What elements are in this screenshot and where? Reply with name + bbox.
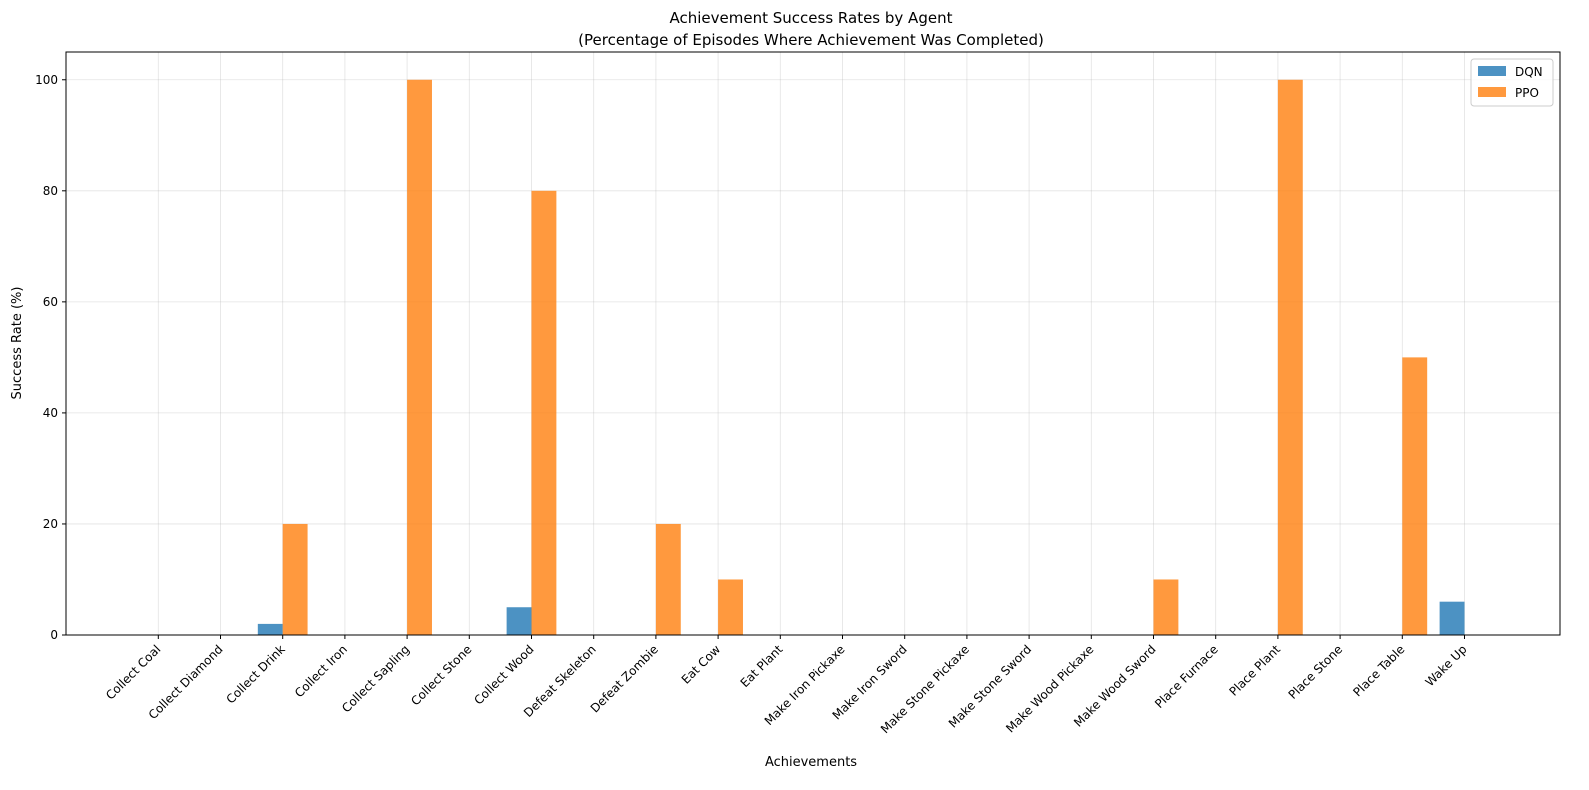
legend-label-ppo: PPO	[1515, 86, 1539, 100]
y-tick-label: 100	[35, 73, 58, 87]
y-axis-ticks: 0 20 40 60 80 100	[35, 73, 66, 642]
legend-label-dqn: DQN	[1515, 65, 1543, 79]
bar-ppo	[718, 579, 743, 635]
x-tick-label: Eat Cow	[679, 642, 724, 687]
bar-ppo	[531, 190, 557, 636]
x-tick-label: Place Table	[1350, 642, 1407, 699]
bar-ppo	[1277, 79, 1303, 635]
x-tick-label: Collect Stone	[408, 642, 474, 708]
x-tick-label: Wake Up	[1423, 642, 1470, 689]
bars-group	[257, 79, 1465, 636]
x-tick-label: Place Furnace	[1152, 642, 1221, 711]
chart-subtitle: (Percentage of Episodes Where Achievemen…	[578, 31, 1044, 49]
x-tick-label: Collect Sapling	[339, 642, 412, 715]
x-axis-label: Achievements	[765, 755, 857, 770]
bar-ppo	[1402, 357, 1428, 635]
x-tick-label: Eat Plant	[738, 642, 786, 690]
chart-title: Achievement Success Rates by Agent	[670, 9, 953, 27]
legend: DQN PPO	[1470, 58, 1554, 107]
bar-dqn	[1439, 601, 1465, 635]
legend-swatch-dqn	[1478, 66, 1506, 76]
y-axis-label: Success Rate (%)	[10, 287, 25, 400]
bar-ppo	[282, 523, 308, 635]
bar-dqn	[257, 623, 283, 635]
plot-frame	[65, 51, 1561, 636]
x-tick-label: Collect Drink	[224, 642, 288, 706]
x-tick-label: Collect Coal	[103, 642, 163, 702]
y-tick-label: 20	[43, 517, 58, 531]
bar-ppo	[655, 523, 681, 635]
bar-ppo	[407, 79, 432, 635]
legend-swatch-ppo	[1478, 87, 1506, 97]
x-tick-label: Collect Iron	[292, 642, 350, 700]
y-tick-label: 80	[43, 184, 58, 198]
y-tick-label: 40	[43, 406, 58, 420]
bar-ppo	[1153, 579, 1179, 635]
x-tick-label: Collect Wood	[471, 642, 536, 707]
x-tick-label: Place Plant	[1226, 642, 1283, 699]
x-tick-label: Place Stone	[1286, 642, 1346, 702]
y-tick-label: 0	[50, 628, 58, 642]
x-tick-label: Defeat Zombie	[588, 642, 661, 715]
bar-dqn	[506, 607, 532, 635]
y-tick-label: 60	[43, 295, 58, 309]
